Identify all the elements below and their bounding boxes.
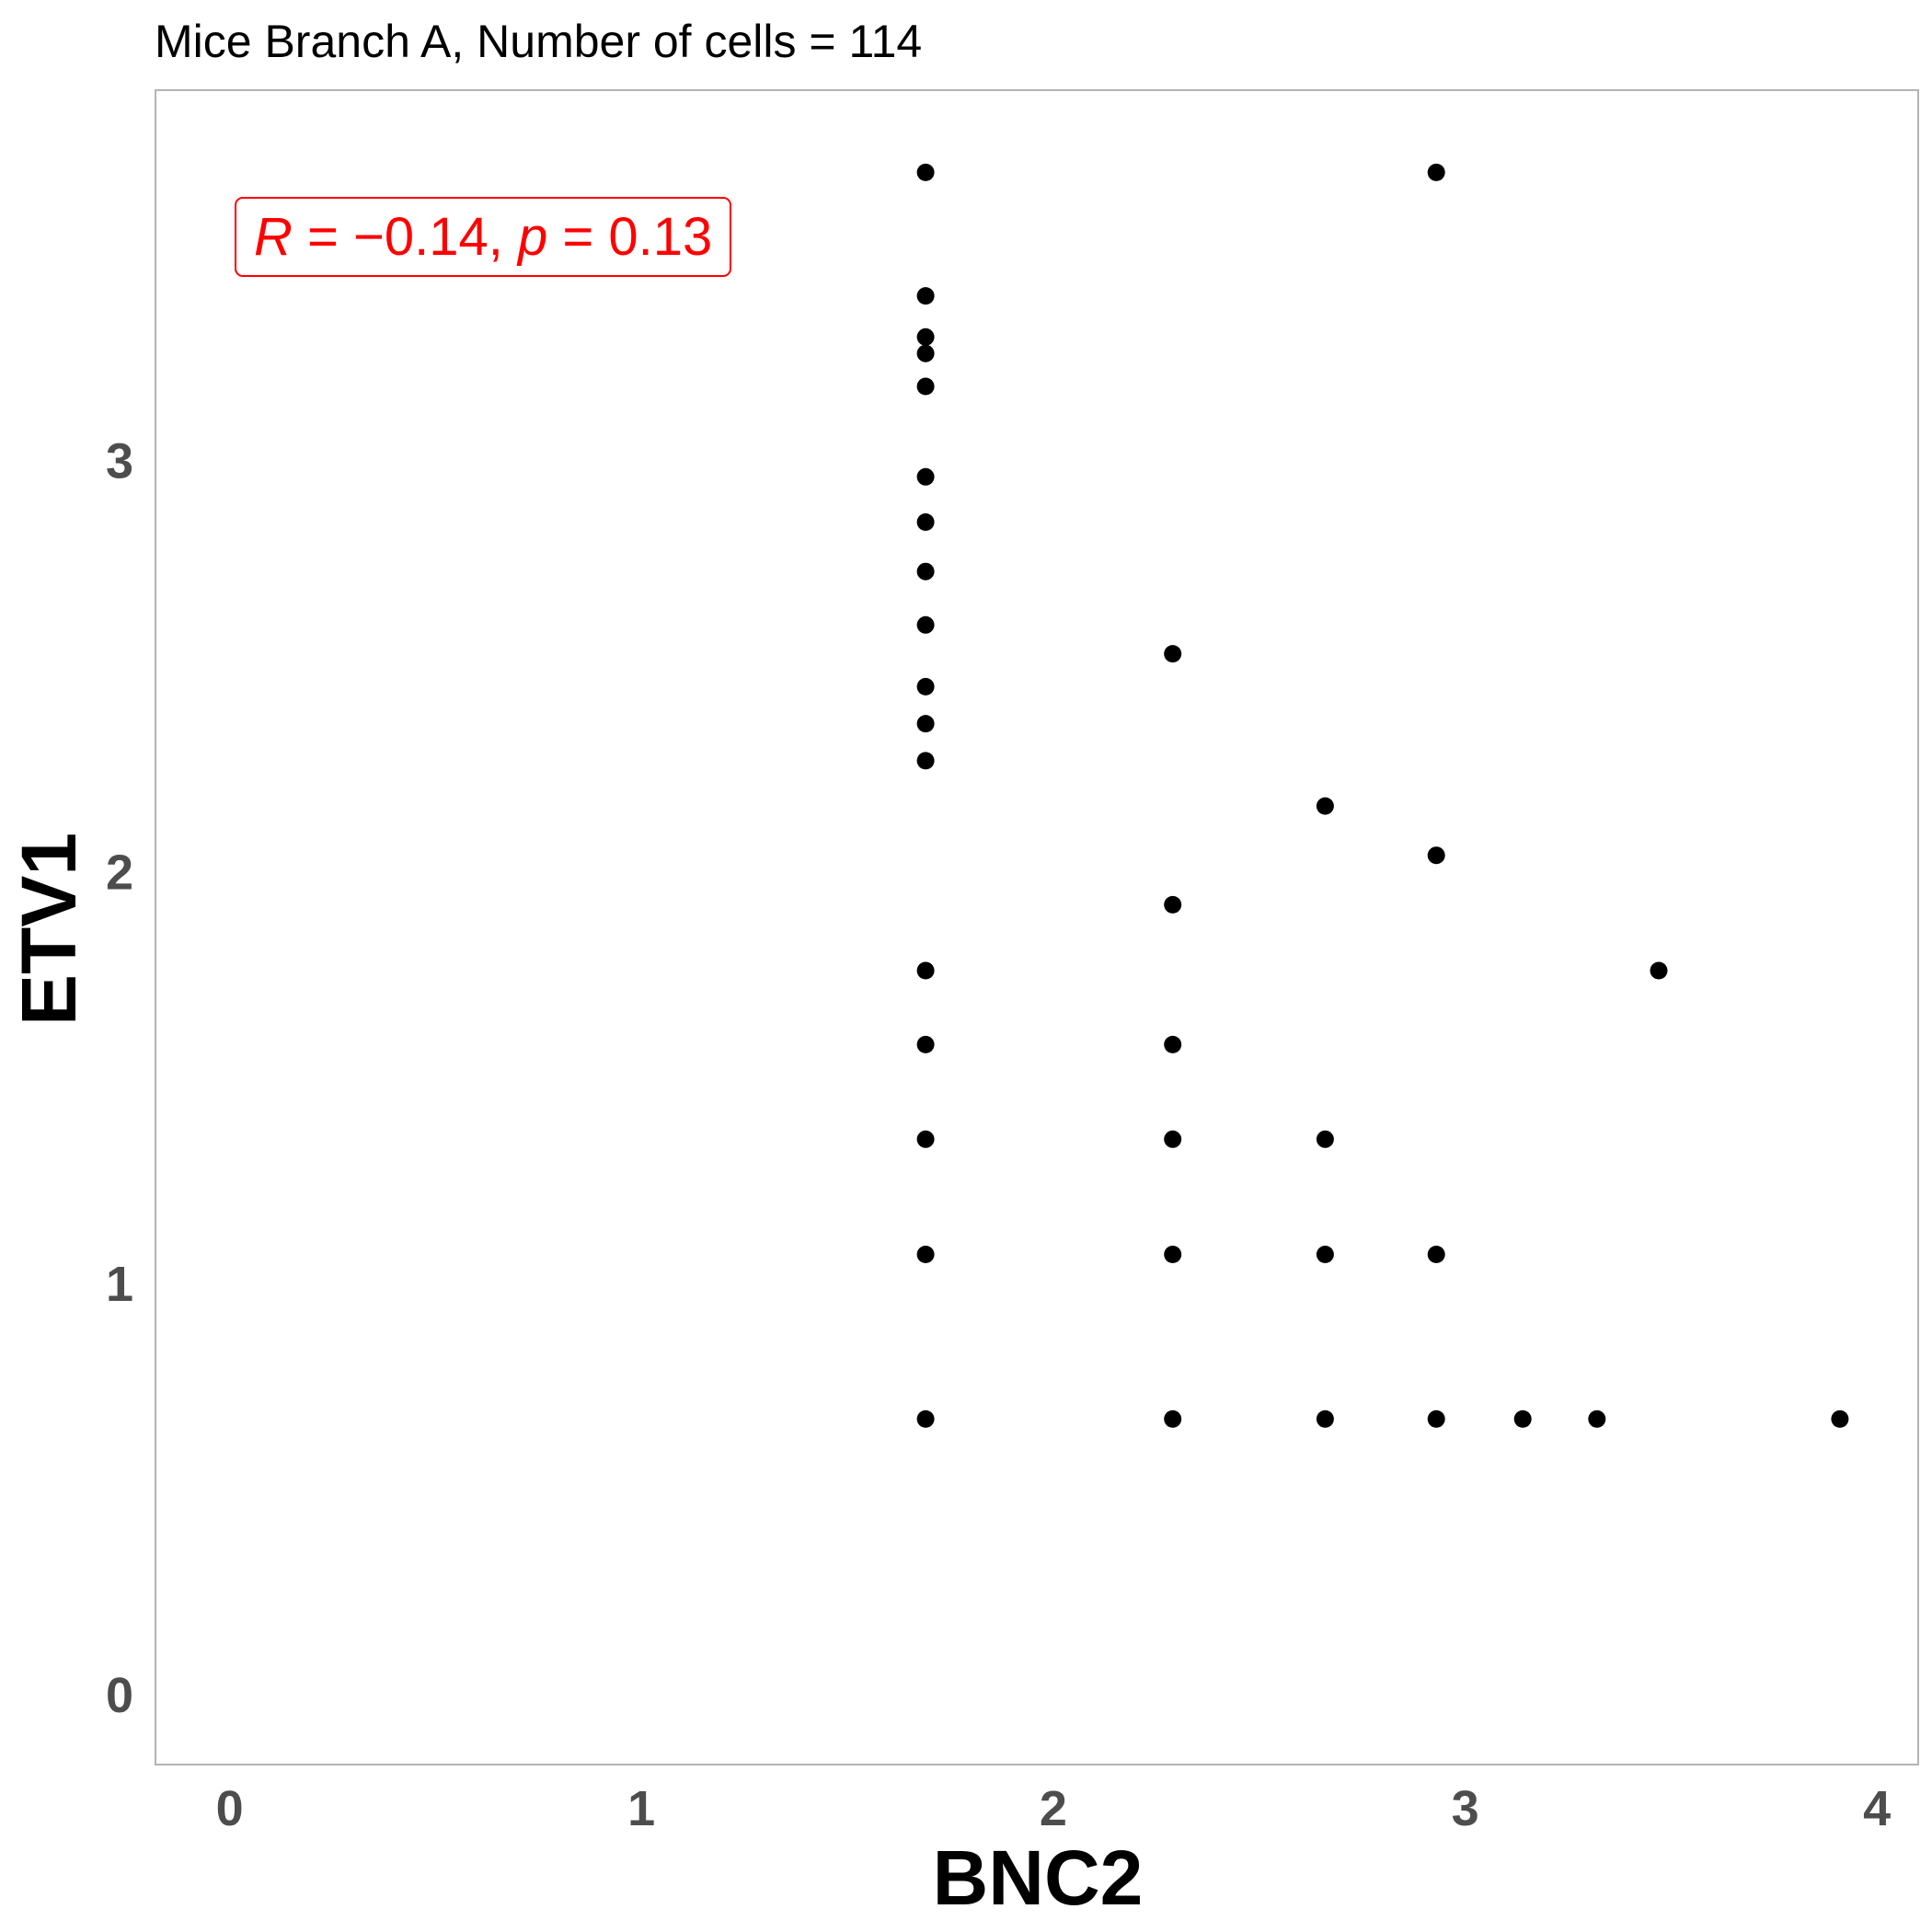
data-point-33: [1650, 961, 1668, 980]
data-point-14: [916, 1130, 935, 1148]
data-point-25: [1316, 1246, 1334, 1263]
data-point-31: [1513, 1409, 1532, 1428]
data-point-19: [1164, 1035, 1182, 1053]
data-point-6: [916, 513, 935, 531]
x-tick-label-2: 2: [1040, 1781, 1067, 1836]
data-point-17: [1164, 645, 1182, 663]
x-axis-title: BNC2: [933, 1834, 1144, 1921]
p-symbol: p: [516, 207, 547, 267]
annotation-box: [235, 197, 731, 277]
x-axis-ticks: 0 1 2 3 4: [216, 1781, 1892, 1836]
data-point-32: [1588, 1409, 1606, 1428]
x-tick-label-1: 1: [627, 1781, 655, 1836]
plot-panel-frame: [155, 89, 1919, 1765]
y-tick-label-0: 0: [106, 1668, 133, 1723]
p-value: = 0.13: [547, 207, 712, 267]
y-axis-ticks: 0 1 2 3: [106, 434, 133, 1724]
data-point-20: [1164, 1130, 1182, 1148]
y-tick-label-1: 1: [106, 1257, 133, 1312]
y-tick-label-2: 2: [106, 845, 133, 901]
data-point-12: [916, 961, 935, 980]
r-symbol: R: [254, 207, 293, 267]
r-value: = −0.14,: [293, 207, 518, 267]
data-point-5: [916, 467, 935, 486]
data-point-18: [1164, 895, 1182, 914]
data-point-10: [916, 715, 935, 733]
data-point-30: [1427, 1409, 1445, 1428]
data-point-8: [916, 615, 935, 634]
data-point-28: [1427, 846, 1445, 865]
data-point-1: [916, 287, 935, 305]
data-point-9: [916, 677, 935, 696]
y-axis-title: ETV1: [6, 833, 92, 1026]
data-point-13: [916, 1035, 935, 1053]
data-point-21: [1164, 1246, 1182, 1263]
data-point-34: [1831, 1409, 1849, 1428]
data-point-29: [1427, 1246, 1445, 1263]
data-point-22: [1164, 1409, 1182, 1428]
points-layer: [916, 163, 1849, 1428]
data-point-27: [1427, 163, 1445, 181]
data-point-11: [916, 752, 935, 770]
data-point-2: [916, 328, 935, 346]
x-tick-label-0: 0: [216, 1781, 244, 1836]
data-point-3: [916, 344, 935, 362]
data-point-26: [1316, 1409, 1334, 1428]
data-point-15: [916, 1246, 935, 1263]
correlation-annotation: R = −0.14, p = 0.13: [235, 197, 731, 277]
correlation-label: R = −0.14, p = 0.13: [254, 207, 712, 267]
data-point-4: [916, 377, 935, 396]
x-tick-label-3: 3: [1452, 1781, 1479, 1836]
chart-title: Mice Branch A, Number of cells = 114: [155, 16, 922, 67]
data-point-16: [916, 1409, 935, 1428]
x-tick-label-4: 4: [1863, 1781, 1891, 1836]
y-tick-label-3: 3: [106, 434, 133, 489]
data-point-7: [916, 562, 935, 581]
data-point-23: [1316, 797, 1334, 815]
data-point-24: [1316, 1130, 1334, 1148]
data-point-0: [916, 163, 935, 181]
